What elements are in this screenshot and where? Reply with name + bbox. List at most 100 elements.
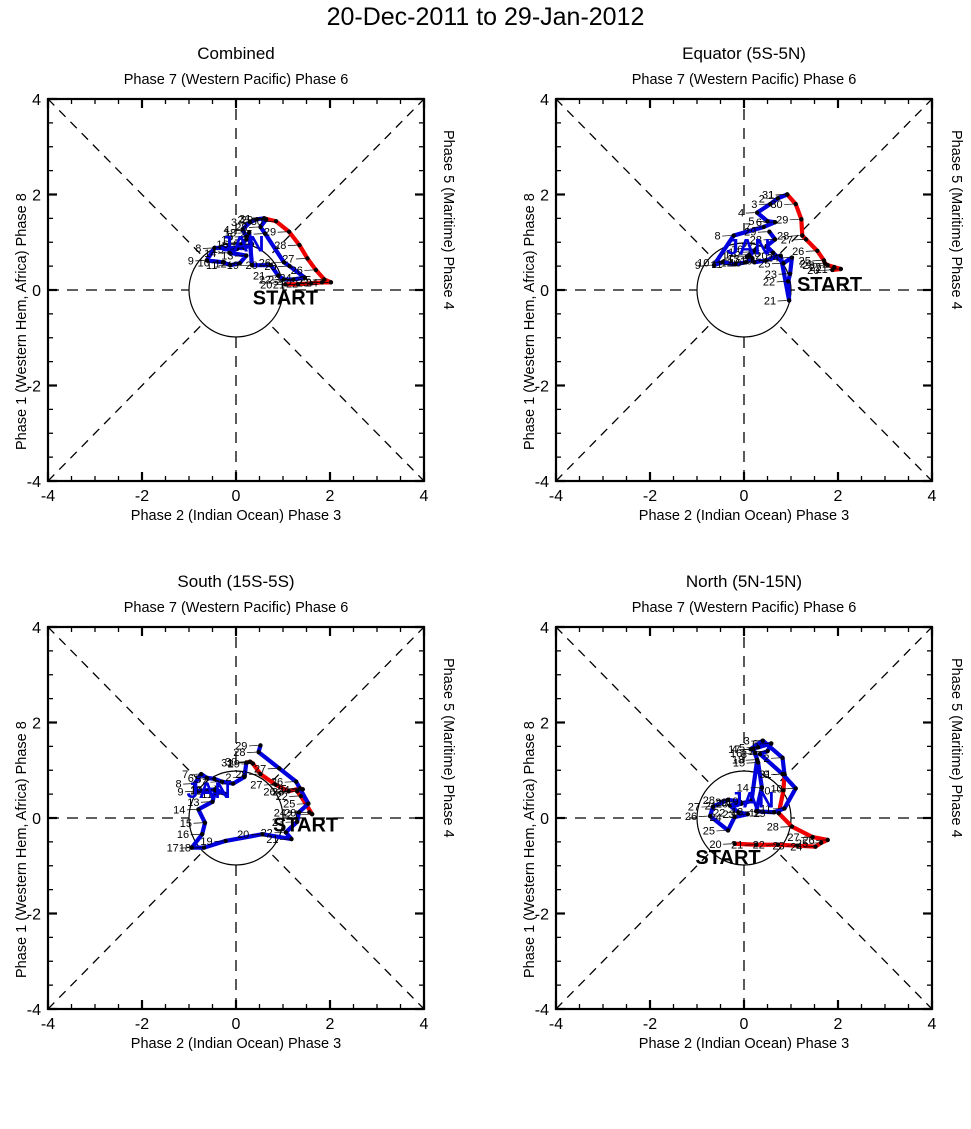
day-label: 10 — [770, 783, 782, 795]
day-label: 16 — [730, 748, 742, 760]
day-label: 10 — [697, 257, 709, 269]
day-label: 23 — [297, 277, 309, 289]
svg-text:-4: -4 — [41, 1016, 55, 1033]
day-label: 3 — [231, 217, 237, 229]
svg-text:2: 2 — [32, 716, 41, 733]
day-label: 28 — [235, 769, 247, 781]
svg-text:4: 4 — [420, 1016, 429, 1033]
day-label: 27 — [282, 253, 294, 265]
day-label: 13 — [731, 806, 743, 818]
svg-text:-2: -2 — [135, 1016, 149, 1033]
day-label: 24 — [709, 812, 721, 824]
day-label: 5 — [195, 774, 201, 786]
day-label: 7 — [748, 746, 754, 758]
day-label: 12 — [190, 785, 202, 797]
day-label: 16 — [731, 244, 743, 256]
day-label: 7 — [182, 769, 188, 781]
day-label: 9 — [763, 769, 769, 781]
day-label: 12 — [721, 257, 733, 269]
day-label: 24 — [790, 842, 802, 854]
day-label: 9 — [188, 255, 194, 267]
day-label: 25 — [264, 261, 276, 273]
day-label: 25 — [283, 799, 295, 811]
day-label: 24 — [306, 277, 318, 289]
grid-north — [555, 626, 933, 1010]
day-label: 28 — [750, 234, 762, 246]
day-label: 12 — [749, 807, 761, 819]
svg-text:4: 4 — [540, 92, 549, 109]
start-label-equator: START — [797, 274, 862, 296]
svg-text:4: 4 — [928, 488, 937, 505]
day-label: 26 — [263, 786, 275, 798]
day-label: 16 — [177, 829, 189, 841]
day-label: 17 — [221, 234, 233, 246]
day-label: 25 — [758, 258, 770, 270]
svg-text:0: 0 — [740, 1016, 749, 1033]
panel-subtitle-equator: Phase 7 (Western Pacific) Phase 6 — [631, 72, 857, 88]
svg-text:4: 4 — [540, 620, 549, 637]
svg-text:2: 2 — [834, 1016, 843, 1033]
day-label: 23 — [272, 786, 284, 798]
panel-title-south: South (15S-5S) — [177, 572, 295, 591]
svg-text:0: 0 — [232, 1016, 241, 1033]
day-label: 28 — [235, 222, 247, 234]
day-label: 10 — [190, 784, 202, 796]
day-label: 5 — [227, 232, 233, 244]
day-label: 18 — [732, 755, 744, 767]
day-label: 8 — [715, 231, 721, 243]
day-label: 1 — [227, 758, 233, 770]
day-label: 12 — [215, 258, 227, 270]
day-label: 15 — [212, 244, 224, 256]
panel-title-north: North (5N-15N) — [685, 572, 803, 591]
day-label: 5 — [739, 742, 745, 754]
day-label: 18 — [729, 257, 741, 269]
day-label: 3 — [751, 199, 757, 211]
day-label: 20 — [755, 251, 767, 263]
day-label: 19 — [200, 836, 212, 848]
svg-text:-2: -2 — [27, 379, 41, 396]
day-label: 22 — [259, 274, 271, 286]
day-label: 20 — [260, 279, 272, 291]
day-label: 25 — [799, 255, 811, 267]
day-label: 26 — [685, 811, 697, 823]
day-label: 19 — [227, 260, 239, 272]
day-label: 6 — [188, 773, 194, 785]
start-label-north: START — [695, 847, 760, 869]
day-label: 21 — [705, 801, 717, 813]
svg-text:2: 2 — [326, 1016, 335, 1033]
day-label: 24 — [800, 258, 812, 270]
day-label: 29 — [264, 227, 276, 239]
day-label: 20 — [284, 807, 296, 819]
day-label: 23 — [272, 817, 284, 829]
axis-frame-south — [46, 625, 426, 1011]
day-label: 9 — [177, 786, 183, 798]
day-label: 14 — [724, 250, 736, 262]
axis-frame-north — [554, 625, 934, 1011]
day-label: 27 — [240, 229, 252, 241]
day-label: 25 — [796, 838, 808, 850]
day-label: 26 — [802, 835, 814, 847]
day-label: 22 — [276, 791, 288, 803]
day-label: 26 — [291, 265, 303, 277]
svg-text:-2: -2 — [643, 1016, 657, 1033]
day-label: 8 — [195, 243, 201, 255]
day-label: 20 — [246, 260, 258, 272]
month-label-jan-combined: JAN — [220, 232, 264, 257]
day-label: 22 — [753, 840, 765, 852]
day-label: 7 — [745, 222, 751, 234]
day-label: 15 — [728, 247, 740, 259]
panel-title-combined: Combined — [197, 44, 275, 63]
day-label: 28 — [767, 822, 779, 834]
day-label: 29 — [241, 214, 253, 226]
svg-text:0: 0 — [540, 811, 549, 828]
day-label: 21 — [273, 279, 285, 291]
day-label: 2 — [238, 214, 244, 226]
day-label: 24 — [767, 253, 779, 265]
panel-subtitle-north: Phase 7 (Western Pacific) Phase 6 — [631, 600, 857, 616]
